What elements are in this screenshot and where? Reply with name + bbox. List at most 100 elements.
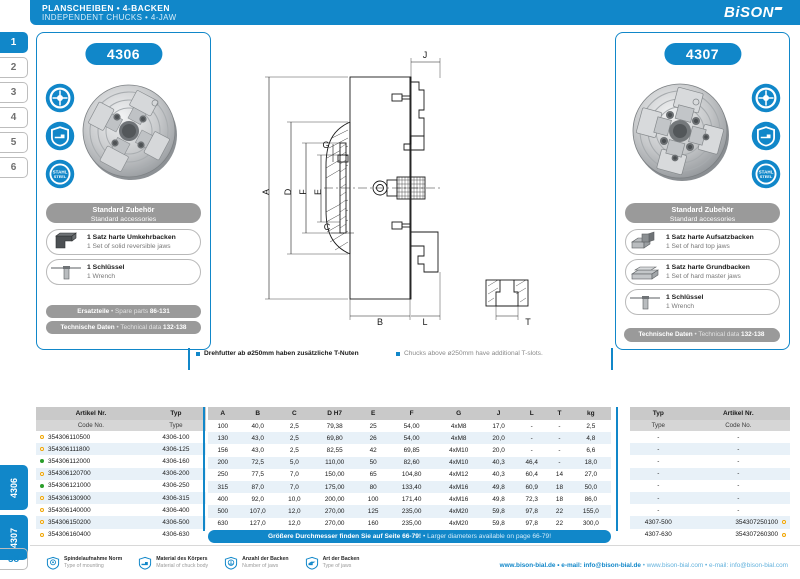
table-row[interactable]: -- xyxy=(630,491,790,505)
th-B: B xyxy=(237,407,278,420)
table-subheader-row: Type Code No. xyxy=(630,420,790,431)
contact-secondary: • www.bison-bial.com • e-mail: info@biso… xyxy=(641,562,788,569)
table-row[interactable]: 354306121000 4306-250 xyxy=(36,479,206,492)
product-card-4306: 4306 STAHL STEEL xyxy=(36,32,211,350)
sidebar-tab-6[interactable]: 6 xyxy=(0,157,28,178)
code-text: 354306160400 xyxy=(48,531,91,539)
table-row[interactable]: 250 77,5 7,0 150,00 65 104,80 4xM12 40,3 60,4 14 2… xyxy=(208,468,611,481)
table-row[interactable]: 200 72,5 5,0 110,00 50 82,60 4xM10 40,3 46,4 - 18,… xyxy=(208,456,611,469)
th-code-de: Artikel Nr. xyxy=(36,407,146,420)
note-rule-left xyxy=(188,348,190,370)
code-text: 354306112000 xyxy=(48,457,91,465)
cell-G: 4xM8 xyxy=(450,422,467,430)
th-type-en: Type xyxy=(145,420,206,431)
cell-C: 12,0 xyxy=(288,507,301,515)
cell-J: 40,3 xyxy=(492,459,505,467)
table-row[interactable]: 354306112000 4306-160 xyxy=(36,455,206,468)
table-row[interactable]: -- xyxy=(630,504,790,517)
cell-E: 50 xyxy=(369,459,377,467)
cell-type: 4306-400 xyxy=(162,506,190,514)
table-row[interactable]: 400 92,0 10,0 200,00 100 171,40 4xM16 49,8 72,3 1… xyxy=(208,493,611,506)
th-code-de-4307: Artikel Nr. xyxy=(686,407,790,420)
table-row[interactable]: 354306160400 4306-630 xyxy=(36,528,206,541)
dimension-table: A B C D H7 E F G J L T kg 100 40,0 2,5 79,3… xyxy=(208,407,611,530)
accessory-item-wrench-4307: 1 Schlüssel 1 Wrench xyxy=(625,289,780,315)
technical-data-link-4307[interactable]: Technische Daten • Technical data 132-13… xyxy=(624,328,779,341)
table-row[interactable]: 100 40,0 2,5 79,38 25 54,00 4xM8 17,0 - - 2,5 xyxy=(208,420,611,433)
cell-G: 4xM16 xyxy=(449,495,469,503)
cell-type: - xyxy=(657,445,660,453)
accessory-text-wrench-4306: 1 Schlüssel 1 Wrench xyxy=(87,263,124,281)
legend-item-material: Material des Körpers Material of chuck bo… xyxy=(138,556,208,570)
th-type-en-4307: Type xyxy=(630,420,687,431)
sidebar-tab-2[interactable]: 2 xyxy=(0,57,28,78)
status-dot-icon xyxy=(40,471,44,476)
sidebar-tab-3[interactable]: 3 xyxy=(0,82,28,103)
larger-diameters-banner[interactable]: Größere Durchmesser finden Sie auf Seite… xyxy=(208,530,611,543)
cell-J: 49,8 xyxy=(492,483,505,491)
top-jaw-icon xyxy=(626,230,666,254)
footer-divider xyxy=(30,545,800,546)
contact-primary: www.bison-bial.de • e-mail: info@bison-b… xyxy=(499,562,641,569)
table-row[interactable]: 354306111800 4306-125 xyxy=(36,443,206,456)
cell-L: 60,9 xyxy=(525,483,538,491)
table-row[interactable]: 354306150200 4306-500 xyxy=(36,516,206,529)
technical-data-link-4306[interactable]: Technische Daten • Technical data 132-13… xyxy=(46,321,201,334)
table-row[interactable]: 354306130900 4306-315 xyxy=(36,491,206,505)
table-row[interactable]: 630 127,0 12,0 270,00 160 235,00 4xM20 59,8 97,8… xyxy=(208,517,611,530)
sidebar-tab-4[interactable]: 4 xyxy=(0,107,28,128)
svg-text:STAHL: STAHL xyxy=(759,169,774,174)
accessory-de-4307-2: 1 Schlüssel xyxy=(666,294,704,301)
cell-code: 354306160400 xyxy=(36,529,146,541)
cell-C: 7,0 xyxy=(289,471,299,479)
cell-E: 25 xyxy=(369,422,377,430)
sidebar-tab-1[interactable]: 1 xyxy=(0,32,28,53)
cell-B: 127,0 xyxy=(249,520,266,528)
accessory-en-4307-1: 1 Set of hard master jaws xyxy=(666,273,741,280)
order-code-table-4307: Typ Artikel Nr. Type Code No. -- -- -- -… xyxy=(630,407,790,541)
cell-B: 72,5 xyxy=(251,459,264,467)
table-row[interactable]: -- xyxy=(630,467,790,480)
table-row[interactable]: -- xyxy=(630,443,790,456)
sidebar-tab-5[interactable]: 5 xyxy=(0,132,28,153)
table-row[interactable]: -- xyxy=(630,479,790,492)
table-row[interactable]: 354306120700 4306-200 xyxy=(36,467,206,480)
cell-D: 270,00 xyxy=(324,520,345,528)
accessory-text-master-jaws: 1 Satz harte Grundbacken 1 Set of hard m… xyxy=(666,263,750,281)
legend-text-material: Material des Körpers Material of chuck bo… xyxy=(156,556,208,570)
th-type-de: Typ xyxy=(145,407,206,420)
cell-T: - xyxy=(558,459,561,467)
sidebar-tab-4306[interactable]: 4306 xyxy=(0,465,28,510)
cell-G: 4xM10 xyxy=(449,459,469,467)
table-row[interactable]: 354306110500 4306-100 xyxy=(36,431,206,444)
cell-T: - xyxy=(558,446,561,454)
table-row[interactable]: 4307-630 354307260300 xyxy=(630,528,790,541)
cell-code: 354306120700 xyxy=(36,468,146,480)
table-row[interactable]: 315 87,0 7,0 175,00 80 133,40 4xM16 49,8 60,9 18 5… xyxy=(208,480,611,494)
cell-type: 4306-100 xyxy=(162,433,190,441)
table-row[interactable]: 4307-500 354307250100 xyxy=(630,516,790,529)
cell-B: 40,0 xyxy=(251,422,264,430)
cell-B: 107,0 xyxy=(249,507,266,515)
spare-parts-link-4306[interactable]: Ersatzteile • Spare parts 86-131 xyxy=(46,305,201,318)
svg-text:J: J xyxy=(423,50,428,60)
cell-E: 26 xyxy=(369,434,377,442)
status-dot-icon xyxy=(40,508,44,513)
cell-A: 250 xyxy=(217,471,229,479)
table-row[interactable]: -- xyxy=(630,431,790,444)
table-row[interactable]: 500 107,0 12,0 270,00 125 235,00 4xM20 59,8 97,8… xyxy=(208,505,611,518)
cell-A: 100 xyxy=(217,422,229,430)
cell-J: 49,8 xyxy=(492,495,505,503)
table-row[interactable]: 130 43,0 2,5 69,80 26 54,00 4xM8 20,0 - - 4,8 xyxy=(208,432,611,445)
cell-type: - xyxy=(657,470,660,478)
table-row[interactable]: -- xyxy=(630,455,790,468)
footer-contact[interactable]: www.bison-bial.de • e-mail: info@bison-b… xyxy=(500,562,788,569)
code-text: 354306120700 xyxy=(48,470,91,478)
cell-kg: 50,0 xyxy=(584,483,598,491)
table-row[interactable]: 354306140000 4306-400 xyxy=(36,504,206,517)
table-row[interactable]: 156 43,0 2,5 82,55 42 69,85 4xM10 20,0 - - 6,6 xyxy=(208,444,611,457)
legend-en-1: Material of chuck body xyxy=(156,563,209,569)
cell-J: 59,8 xyxy=(492,520,505,528)
note-en-text: Chucks above ø250mm have additional T-sl… xyxy=(404,350,543,357)
cell-code: - xyxy=(737,457,740,465)
